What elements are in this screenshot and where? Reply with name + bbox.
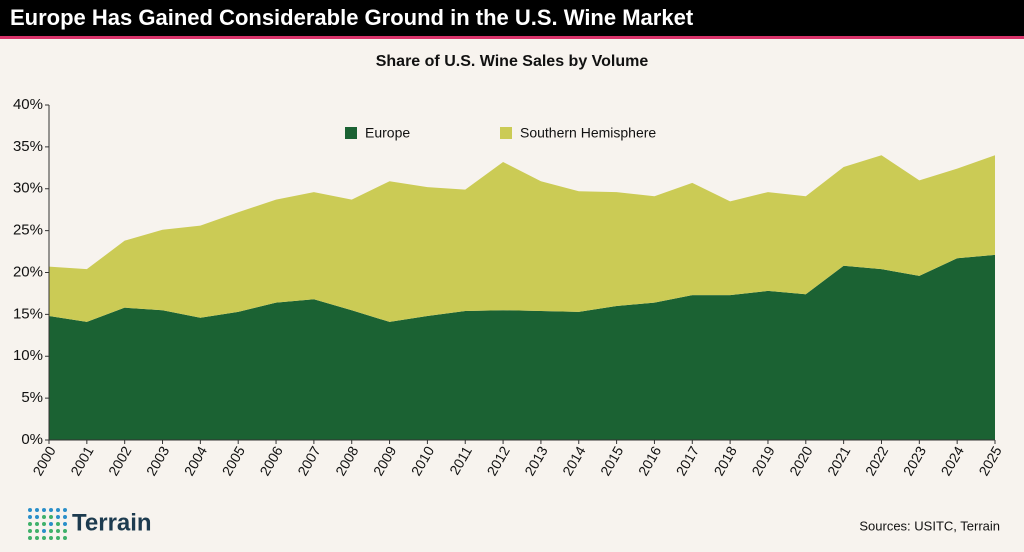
chart-title: Share of U.S. Wine Sales by Volume xyxy=(376,53,649,70)
y-tick-label: 20% xyxy=(13,263,43,280)
x-tick-label: 2013 xyxy=(521,443,551,478)
x-tick-label: 2012 xyxy=(483,443,513,478)
x-tick-label: 2024 xyxy=(938,443,968,478)
legend-label: Europe xyxy=(365,125,410,141)
page-title: Europe Has Gained Considerable Ground in… xyxy=(10,5,694,30)
x-tick-label: 2023 xyxy=(900,443,930,478)
y-tick-label: 15% xyxy=(13,305,43,322)
x-tick-label: 2001 xyxy=(67,443,97,478)
x-tick-label: 2007 xyxy=(294,443,324,478)
area xyxy=(49,254,995,440)
y-tick-label: 0% xyxy=(21,431,43,448)
y-tick-label: 10% xyxy=(13,347,43,364)
x-tick-label: 2021 xyxy=(824,443,854,478)
legend-swatch xyxy=(345,127,357,139)
x-tick-label: 2006 xyxy=(256,443,286,478)
x-tick-label: 2019 xyxy=(748,443,778,478)
x-tick-label: 2020 xyxy=(786,443,816,478)
x-tick-label: 2002 xyxy=(105,443,135,478)
legend-swatch xyxy=(500,127,512,139)
logo-mark xyxy=(28,508,67,540)
x-tick-label: 2008 xyxy=(332,443,362,478)
x-tick-label: 2003 xyxy=(143,443,173,478)
x-tick-label: 2010 xyxy=(408,443,438,478)
x-tick-label: 2005 xyxy=(219,443,249,478)
x-tick-label: 2004 xyxy=(181,443,211,478)
x-tick-label: 2022 xyxy=(862,443,892,478)
y-tick-label: 30% xyxy=(13,180,43,197)
logo-text: Terrain xyxy=(72,509,152,536)
header-rule xyxy=(0,36,1024,39)
x-tick-label: 2009 xyxy=(370,443,400,478)
legend-label: Southern Hemisphere xyxy=(520,125,656,141)
y-tick-label: 35% xyxy=(13,138,43,155)
y-tick-label: 5% xyxy=(21,389,43,406)
x-tick-label: 2025 xyxy=(975,443,1005,478)
header-bar xyxy=(0,0,1024,36)
x-tick-label: 2000 xyxy=(29,443,59,478)
source-note: Sources: USITC, Terrain xyxy=(859,518,1000,533)
y-tick-label: 40% xyxy=(13,96,43,113)
x-tick-label: 2018 xyxy=(710,443,740,478)
x-tick-label: 2017 xyxy=(673,443,703,478)
x-tick-label: 2016 xyxy=(635,443,665,478)
area xyxy=(49,155,995,322)
y-tick-label: 25% xyxy=(13,222,43,239)
x-tick-label: 2014 xyxy=(559,443,589,478)
x-tick-label: 2011 xyxy=(446,443,475,477)
x-tick-label: 2015 xyxy=(597,443,627,478)
